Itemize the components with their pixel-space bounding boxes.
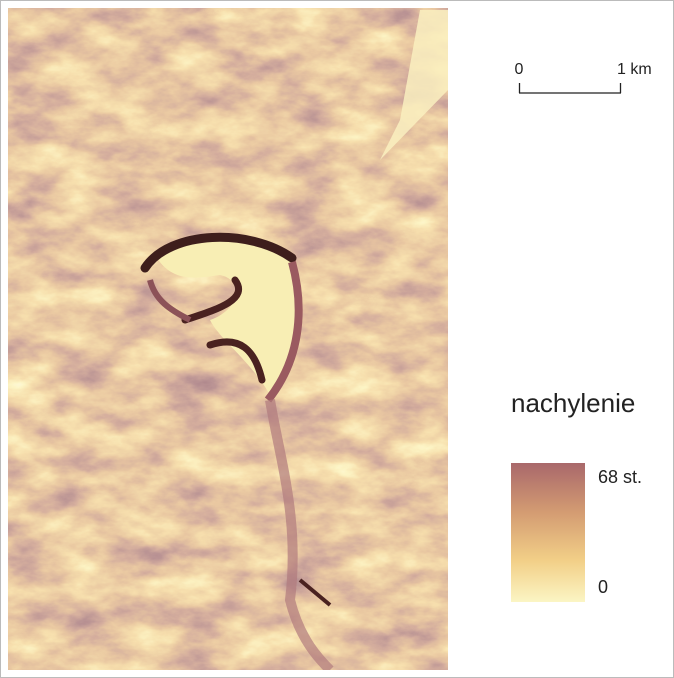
slope-map (8, 8, 448, 670)
legend-min: 0 (598, 577, 608, 597)
figure: 0 1 km nachylenie 68 st. 0 (0, 0, 674, 678)
legend-max: 68 st. (598, 467, 642, 487)
scale-label: 1 km (617, 61, 652, 78)
legend-title: nachylenie (511, 388, 635, 418)
legend-ramp (511, 463, 585, 602)
page: 0 1 km nachylenie 68 st. 0 (() => { cons… (0, 0, 674, 678)
scale-label: 0 (515, 61, 524, 78)
